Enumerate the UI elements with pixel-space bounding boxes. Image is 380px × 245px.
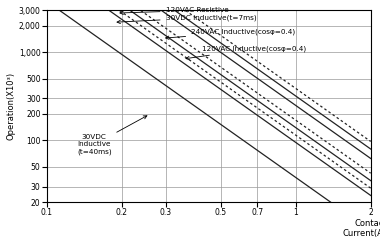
Text: 240VAC Inductive(cosφ=0.4): 240VAC Inductive(cosφ=0.4) bbox=[166, 29, 295, 39]
Y-axis label: Operation(X10³): Operation(X10³) bbox=[7, 72, 16, 140]
X-axis label: Contact
Current(A): Contact Current(A) bbox=[343, 219, 380, 238]
Text: 30VDC
Inductive
(t=40ms): 30VDC Inductive (t=40ms) bbox=[77, 116, 147, 155]
Text: 30VDC Inductive(t=7ms): 30VDC Inductive(t=7ms) bbox=[117, 14, 256, 24]
Text: 120VAC Resistive: 120VAC Resistive bbox=[120, 7, 228, 14]
Text: 120VAC Inductive(cosφ=0.4): 120VAC Inductive(cosφ=0.4) bbox=[186, 46, 306, 60]
